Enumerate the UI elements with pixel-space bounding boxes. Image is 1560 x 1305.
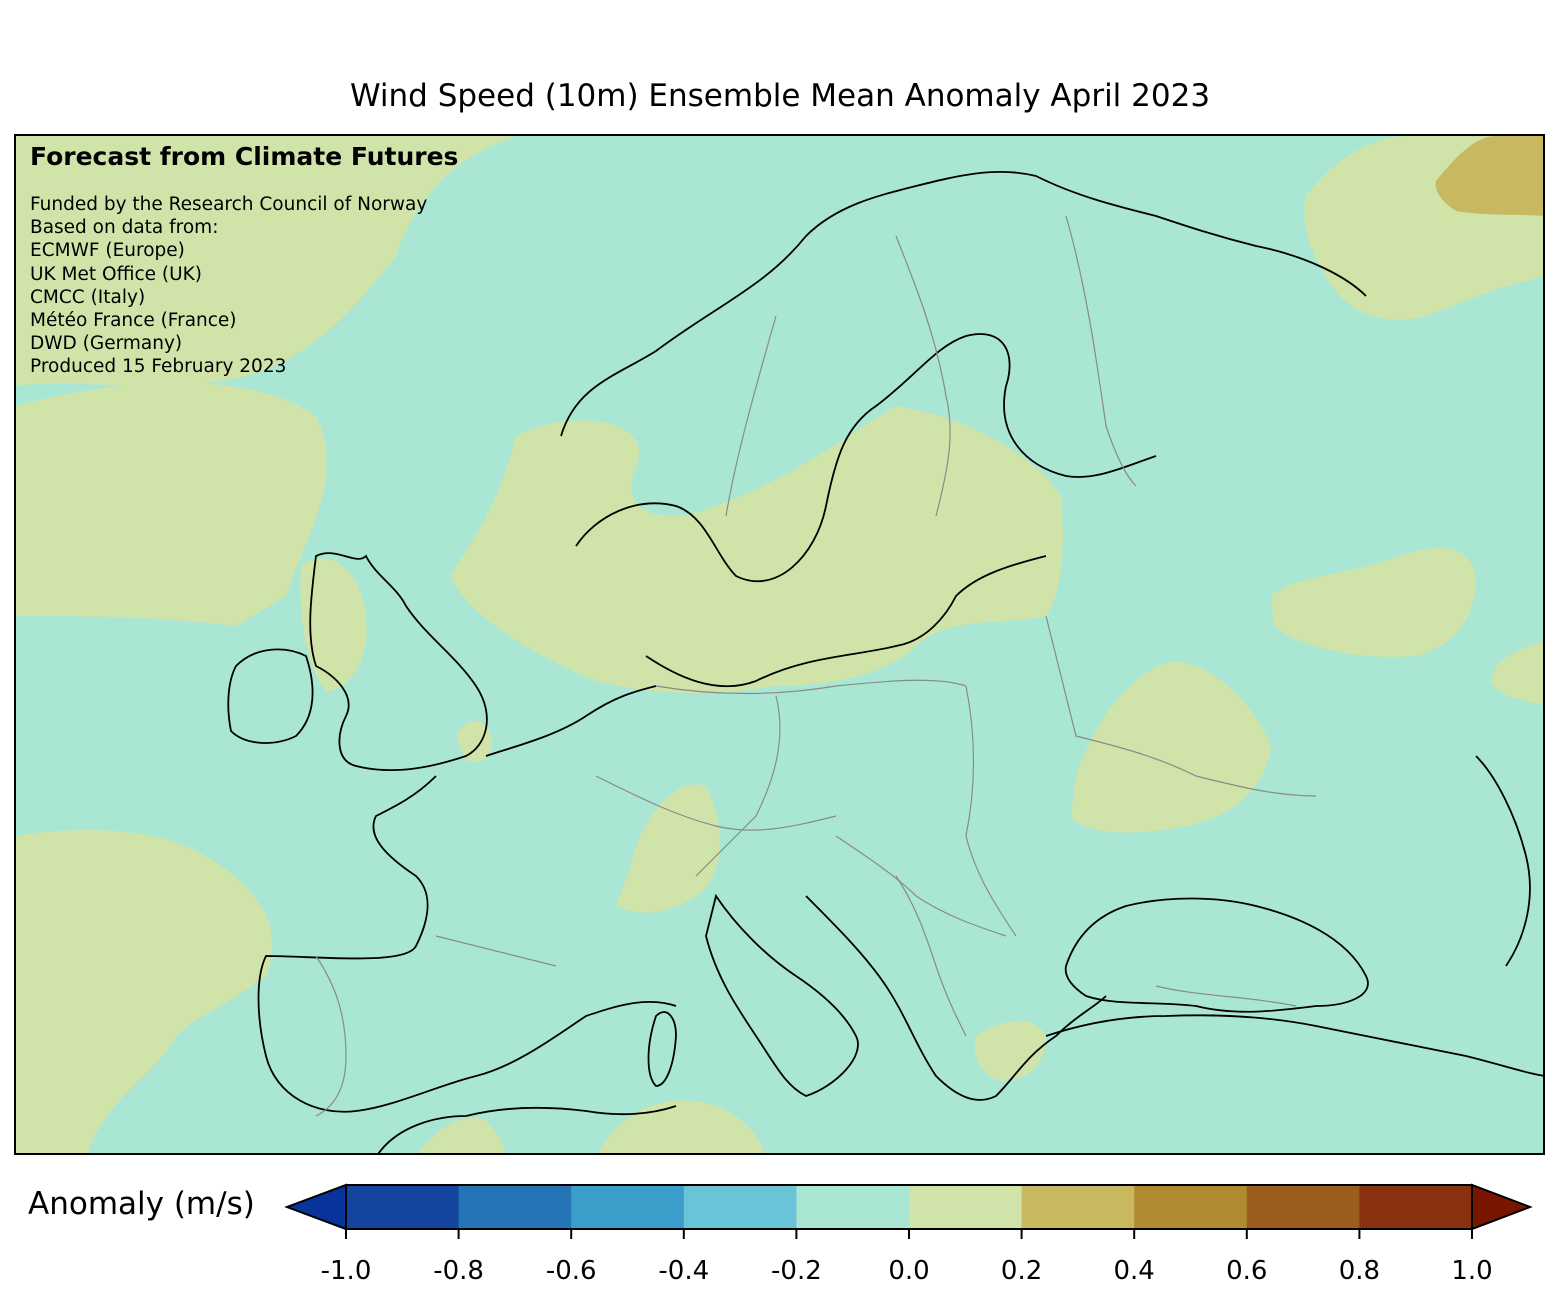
- credit-line: Based on data from:: [30, 217, 219, 239]
- credit-line: Météo France (France): [30, 310, 237, 332]
- colorbar-tick-label: -0.6: [545, 1256, 597, 1286]
- credit-line: DWD (Germany): [30, 333, 183, 355]
- anomaly-region-channel: [456, 721, 492, 763]
- colorbar-tick-label: -1.0: [320, 1256, 372, 1286]
- anomaly-region-west-atlantic: [16, 382, 327, 626]
- country-borders: [315, 215, 1317, 1117]
- credit-line: ECMWF (Europe): [30, 240, 185, 262]
- corsica-sardinia: [647, 1011, 677, 1087]
- colorbar-tick-label: 0.2: [1000, 1256, 1043, 1286]
- caspian-coast: [1475, 755, 1531, 967]
- colorbar-swatch: [346, 1185, 460, 1229]
- ireland-coast: [227, 648, 314, 744]
- anomaly-region-arctic-east: [1435, 136, 1543, 216]
- anomaly-region-north-sea-baltic: [451, 406, 1063, 693]
- map-panel: [14, 134, 1545, 1155]
- black-sea-coast: [1064, 897, 1369, 1013]
- chart-title: Wind Speed (10m) Ensemble Mean Anomaly A…: [349, 78, 1211, 114]
- colorbar-swatch: [683, 1185, 797, 1229]
- anomaly-map: [16, 136, 1543, 1153]
- colorbar-swatch: [458, 1185, 572, 1229]
- anomaly-region-scotland: [300, 558, 367, 691]
- anomaly-region-libya: [598, 1100, 765, 1153]
- colorbar-under-arrow: [284, 1183, 347, 1231]
- credit-heading: Forecast from Climate Futures: [30, 142, 459, 171]
- credit-line: UK Met Office (UK): [30, 263, 203, 285]
- colorbar-over-arrow: [1471, 1183, 1533, 1231]
- anomaly-region-urals: [1491, 641, 1543, 706]
- colorbar-tick-label: -0.2: [771, 1256, 822, 1286]
- colorbar-swatch: [1246, 1185, 1360, 1229]
- colorbar-label: Anomaly (m/s): [28, 1186, 255, 1222]
- colorbar: [284, 1183, 1533, 1239]
- anomaly-region-algeria: [418, 1117, 506, 1153]
- anomaly-region-alps: [616, 784, 720, 913]
- colorbar-tick-label: -0.4: [658, 1256, 710, 1286]
- anomaly-region-aegean: [974, 1021, 1046, 1081]
- credit-line: CMCC (Italy): [30, 286, 146, 308]
- anomaly-region-volga: [1271, 547, 1476, 657]
- anomaly-region-ukraine: [1071, 661, 1271, 833]
- positive-anomaly-regions: [16, 136, 1543, 1153]
- norway-coast: [560, 171, 1367, 437]
- anomaly-region-northwest: [16, 136, 516, 387]
- colorbar-tick-label: 0.0: [888, 1256, 930, 1286]
- sweden-finland-coast: [575, 333, 1157, 583]
- italy-coast: [705, 893, 859, 1097]
- balkan-coast: [805, 895, 1107, 1101]
- colorbar-tick-label: 1.0: [1451, 1256, 1493, 1286]
- colorbar-tick-label: 0.6: [1226, 1256, 1268, 1286]
- strong-anomaly-regions: [1435, 136, 1543, 216]
- anomaly-region-iberian-atlantic: [16, 830, 273, 1153]
- colorbar-swatch: [1359, 1185, 1473, 1229]
- colorbar-swatch: [1021, 1185, 1135, 1229]
- uk-coast: [309, 552, 488, 772]
- north-africa-coast: [377, 1105, 677, 1153]
- western-europe-coast: [257, 685, 677, 1113]
- coastlines: [227, 171, 1543, 1153]
- credit-line: Produced 15 February 2023: [30, 356, 287, 378]
- colorbar-tick-label: -0.8: [433, 1256, 484, 1286]
- colorbar-swatch: [571, 1185, 685, 1229]
- credit-block: Funded by the Research Council of Norway…: [30, 193, 427, 379]
- colorbar-tick-label: 0.4: [1113, 1256, 1155, 1286]
- baltic-south-coast: [645, 555, 1047, 688]
- turkey-coast: [1045, 1014, 1543, 1077]
- credit-line: Funded by the Research Council of Norway: [30, 194, 428, 215]
- colorbar-swatch: [796, 1185, 910, 1229]
- colorbar-tick-label: 0.8: [1338, 1256, 1381, 1286]
- colorbar-swatch: [1134, 1185, 1248, 1229]
- colorbar-swatch: [909, 1185, 1023, 1229]
